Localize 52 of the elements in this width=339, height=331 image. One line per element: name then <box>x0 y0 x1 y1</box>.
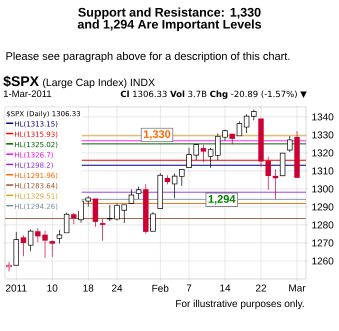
candlestick <box>186 147 192 168</box>
y-tick-label: 1290 <box>312 203 334 210</box>
candlestick <box>114 203 120 221</box>
chart-subtitle: Please see paragraph above for a description of this chart. <box>6 52 290 62</box>
candlestick <box>71 212 77 224</box>
text: 1-Mar-2011 <box>4 90 52 98</box>
chart-title: Support and Resistance: 1,330 and 1,294 Are Important Levels <box>78 8 262 32</box>
y-tick-label: 1280 <box>312 221 334 229</box>
candlestick <box>92 198 98 228</box>
y-tick-label: 1300 <box>312 185 334 192</box>
text: (Large Cap Index) INDX <box>43 78 155 88</box>
annotation: 1,294 <box>208 195 236 204</box>
y-tick-label: 1270 <box>312 239 334 247</box>
candlestick <box>128 189 134 204</box>
x-tick-label: Feb <box>152 284 168 292</box>
candlestick <box>193 144 199 160</box>
candlestick <box>56 230 62 244</box>
candlestick <box>121 204 127 224</box>
x-tick-label: 18 <box>83 284 94 292</box>
candlestick <box>287 136 293 152</box>
candlestick <box>50 240 55 258</box>
candlestick <box>35 228 41 243</box>
candlestick <box>42 230 48 258</box>
text: Cl 1306.33 Vol 3.7B Chg -20.89 (-1.57%) ▼ <box>120 90 307 99</box>
y-tick-label: 1320 <box>312 149 334 156</box>
x-tick-label: 7 <box>186 284 192 292</box>
x-tick-label: 2011 <box>6 284 26 292</box>
text: For illustrative purposes only. <box>176 300 304 310</box>
candlestick <box>150 212 156 232</box>
x-tick-label: 10 <box>47 284 58 292</box>
candlestick <box>107 204 113 222</box>
candlestick <box>28 228 34 252</box>
candlestick <box>222 129 228 141</box>
candlestick <box>272 168 278 200</box>
candlestick <box>20 235 26 257</box>
candlestick <box>229 134 235 145</box>
y-tick-label: 1330 <box>312 131 334 138</box>
candlestick <box>236 120 242 136</box>
x-tick-label: 24 <box>112 284 122 292</box>
text: $SPX <box>3 76 39 88</box>
annotation: 1,330 <box>144 130 170 140</box>
x-tick-label: 22 <box>256 284 266 292</box>
x-tick-label: Mar <box>289 284 306 292</box>
y-tick-label: 1310 <box>312 167 334 174</box>
candlestick <box>136 186 142 200</box>
candlestick <box>100 218 106 242</box>
candlestick <box>200 144 206 162</box>
y-tick-label: 1340 <box>312 113 334 120</box>
candlestick <box>265 156 271 190</box>
y-tick-label: 1260 <box>312 257 334 265</box>
candlestick <box>280 152 286 176</box>
x-tick-label: 14 <box>220 284 230 292</box>
